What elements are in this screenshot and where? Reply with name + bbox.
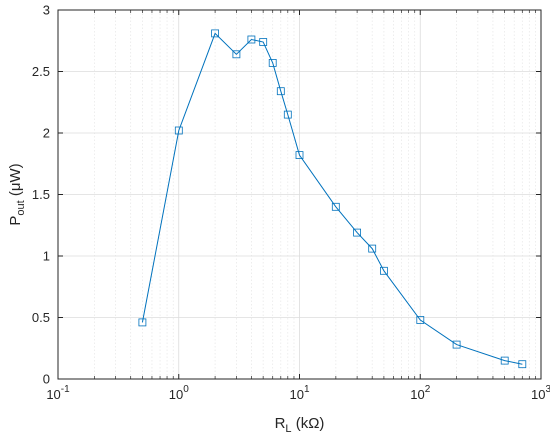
axis-title-rest: (μW) xyxy=(7,163,24,200)
x-tick-label-exponent: -1 xyxy=(61,384,70,395)
data-point-marker xyxy=(331,202,340,211)
y-tick-label: 0 xyxy=(43,372,50,387)
axis-title-main: R xyxy=(275,415,286,432)
data-point-marker xyxy=(138,318,147,327)
series-line xyxy=(141,32,523,365)
data-point-marker xyxy=(283,110,292,119)
data-point-marker xyxy=(416,316,425,324)
series-layer xyxy=(138,29,527,369)
axis-title-rest: (kΩ) xyxy=(292,415,325,432)
x-tick-label-exponent: 0 xyxy=(183,384,189,395)
x-tick-label-base: 10 xyxy=(46,387,60,402)
x-tick-label-exponent: 3 xyxy=(545,384,550,395)
data-point-marker xyxy=(379,266,388,275)
data-point-marker xyxy=(232,50,241,59)
data-point-marker xyxy=(295,151,304,160)
x-tick-label-exponent: 1 xyxy=(304,384,310,395)
x-tick-label: 100 xyxy=(169,384,189,402)
y-tick-label: 2.5 xyxy=(32,64,50,79)
data-point-marker xyxy=(259,38,268,46)
x-tick-label: 102 xyxy=(410,384,430,402)
data-point-marker xyxy=(247,35,256,44)
data-point-marker xyxy=(353,228,362,237)
y-axis-title: Pout (μW) xyxy=(7,163,27,225)
axis-title-subscript: out xyxy=(15,200,27,215)
x-tick-label-base: 10 xyxy=(531,387,545,402)
x-tick-label: 101 xyxy=(289,384,309,402)
data-point-marker xyxy=(452,340,461,349)
data-point-marker xyxy=(268,59,277,67)
x-tick-label-base: 10 xyxy=(169,387,183,402)
data-point-marker xyxy=(500,356,509,365)
x-axis-title: RL (kΩ) xyxy=(275,415,325,435)
data-point-marker xyxy=(368,244,377,253)
data-point-marker xyxy=(211,29,220,38)
x-tick-label: 10-1 xyxy=(46,384,70,402)
data-point-marker xyxy=(174,126,183,135)
grid-layer xyxy=(57,9,542,380)
y-tick-label: 1 xyxy=(43,249,50,264)
y-tick-label: 1.5 xyxy=(32,187,50,202)
y-tick-label: 2 xyxy=(43,126,50,141)
axis-title-main: P xyxy=(7,216,24,226)
x-tick-label-base: 10 xyxy=(410,387,424,402)
x-tick-label: 103 xyxy=(531,384,550,402)
axis-title-subscript: L xyxy=(285,423,291,435)
y-tick-label: 0.5 xyxy=(32,310,50,325)
ticks-layer xyxy=(57,9,542,380)
data-point-marker xyxy=(276,87,285,96)
data-point-marker xyxy=(518,360,527,369)
x-tick-label-exponent: 2 xyxy=(425,384,431,395)
x-tick-label-base: 10 xyxy=(289,387,303,402)
y-tick-label: 3 xyxy=(43,3,50,18)
